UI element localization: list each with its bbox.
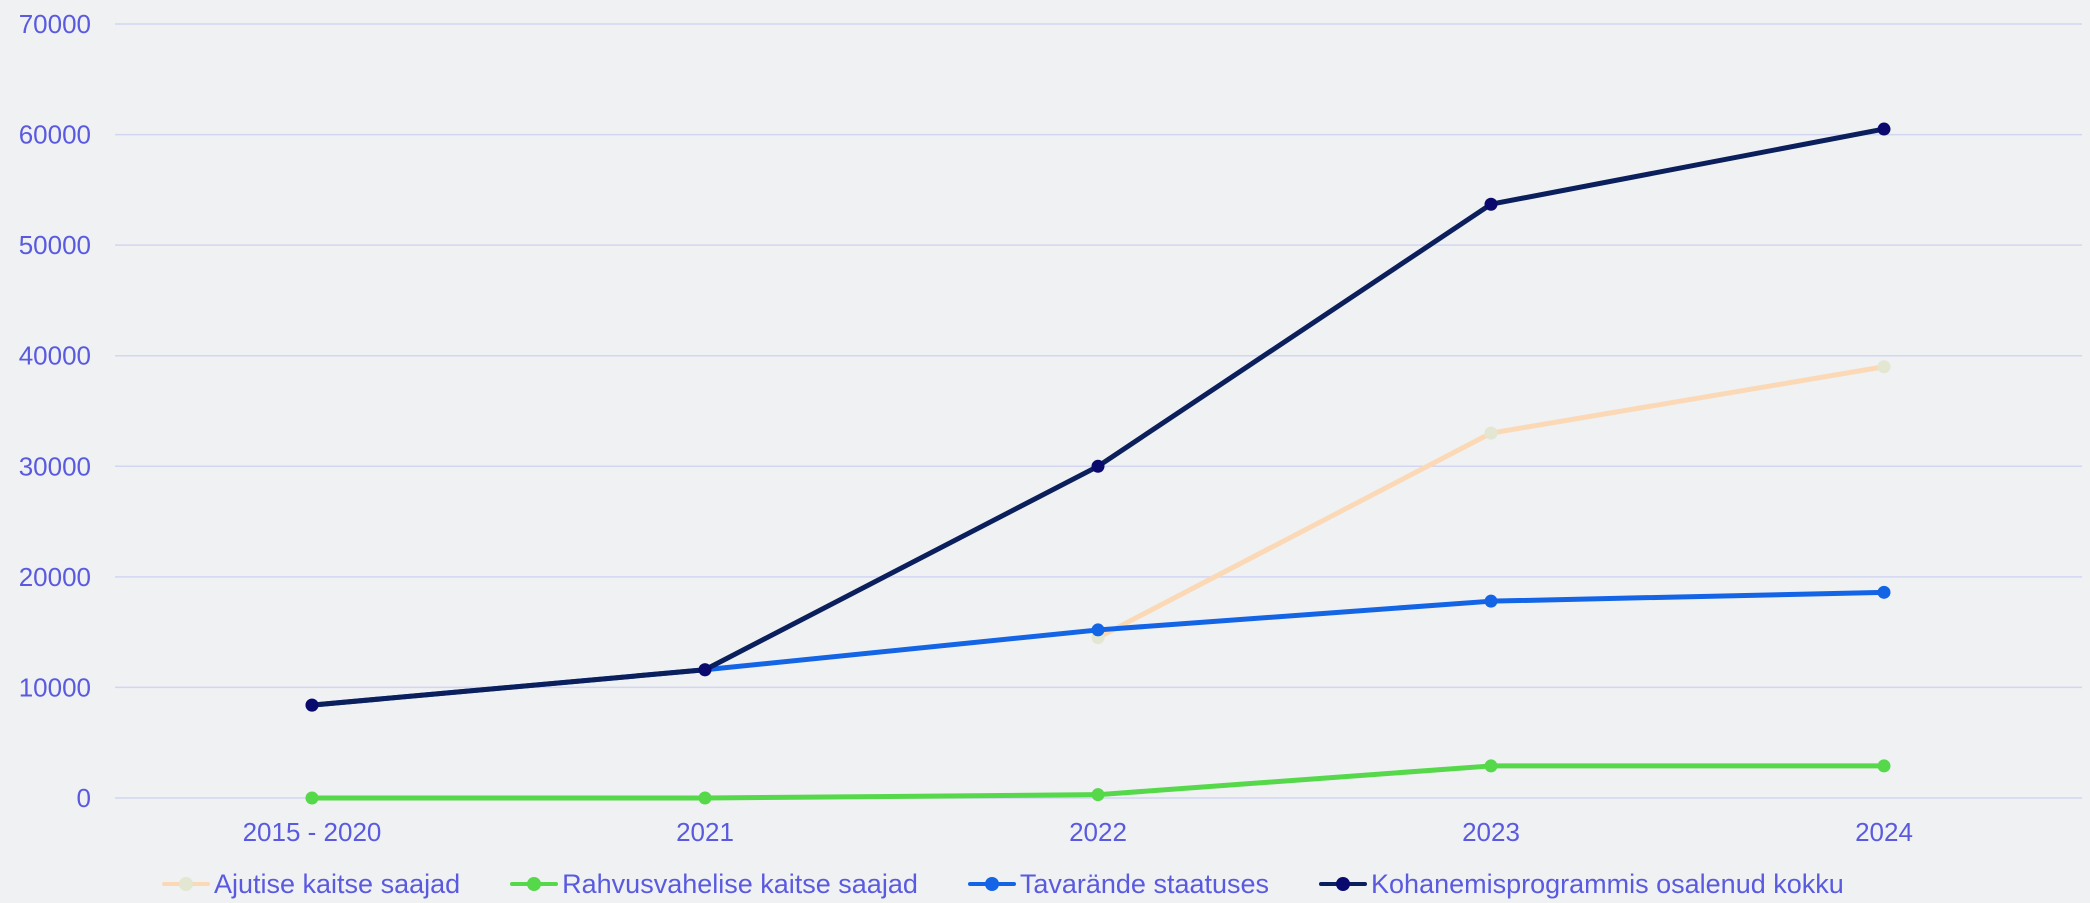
x-tick-label: 2022 [1069,817,1127,847]
data-point[interactable] [698,791,712,805]
x-tick-label: 2015 - 2020 [243,817,382,847]
data-point[interactable] [1484,426,1498,440]
data-point[interactable] [1877,360,1891,374]
legend-item[interactable]: Rahvusvahelise kaitse saajad [508,869,918,900]
series-0 [1091,360,1891,645]
data-point[interactable] [1877,585,1891,599]
data-point[interactable] [1877,122,1891,136]
legend-swatch-icon [508,877,560,891]
legend-label: Tavarände staatuses [1019,868,1270,899]
y-tick-label: 60000 [19,120,91,150]
series-1 [305,759,1891,805]
legend-swatch-icon [966,877,1018,891]
data-point[interactable] [1091,459,1105,473]
data-point[interactable] [1484,594,1498,608]
data-point[interactable] [1484,759,1498,773]
legend-item[interactable]: Ajutise kaitse saajad [160,869,460,900]
y-tick-label: 70000 [19,9,91,39]
y-tick-label: 50000 [19,230,91,260]
data-point[interactable] [1091,623,1105,637]
series-3 [305,122,1891,712]
data-point[interactable] [305,698,319,712]
data-point[interactable] [1484,197,1498,211]
legend-label: Kohanemisprogrammis osalenud kokku [1371,868,1844,899]
data-point[interactable] [1091,788,1105,802]
data-point[interactable] [305,791,319,805]
y-tick-label: 20000 [19,562,91,592]
y-tick-label: 40000 [19,341,91,371]
y-tick-label: 30000 [19,451,91,481]
data-point[interactable] [698,663,712,677]
x-tick-label: 2023 [1462,817,1520,847]
gridlines [115,23,2082,799]
series-lines [305,122,1891,805]
series-line [309,589,1887,708]
legend-label: Ajutise kaitse saajad [214,868,461,899]
series-2 [305,585,1891,712]
series-line [309,126,1887,708]
x-axis: 2015 - 2020 2021 2022 2023 2024 [243,817,1913,847]
legend-swatch-icon [1317,877,1369,891]
y-axis: 0 10000 20000 30000 40000 50000 60000 70000 [19,9,91,813]
x-tick-label: 2024 [1855,817,1913,847]
legend-label: Rahvusvahelise kaitse saajad [562,868,918,899]
legend-item[interactable]: Kohanemisprogrammis osalenud kokku [1317,869,1844,900]
chart-legend: Ajutise kaitse saajad Rahvusvahelise kait… [160,866,1892,902]
y-tick-label: 0 [77,783,91,813]
x-tick-label: 2021 [676,817,734,847]
legend-item[interactable]: Tavarände staatuses [966,869,1269,900]
data-point[interactable] [1877,759,1891,773]
y-tick-label: 10000 [19,672,91,702]
legend-swatch-icon [160,877,212,891]
